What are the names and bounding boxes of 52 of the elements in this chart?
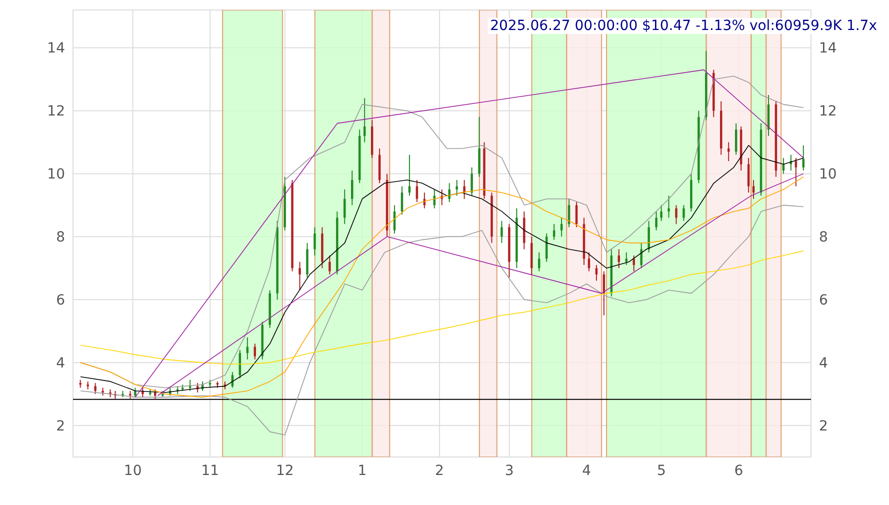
candlestick [298, 261, 301, 291]
candlestick [794, 157, 798, 187]
text: 2025.06.27 00:00:00 $10.47 -1.13% vol:60959.9K 1.7x [488, 18, 879, 34]
candlestick [470, 166, 473, 196]
x-tick-label: 1 [358, 462, 367, 479]
candlestick [463, 179, 466, 200]
candlestick [560, 217, 563, 238]
x-tick-label: 10 [124, 462, 142, 479]
y2-tick-label: 14 [819, 40, 837, 57]
x-tick-label: 11 [201, 462, 220, 479]
y-tick-label: 2 [56, 418, 65, 434]
y2-tick-label: 2 [819, 418, 828, 434]
x-tick-label: 2 [435, 462, 444, 479]
candlestick [595, 264, 598, 282]
y-tick-label: 10 [47, 166, 65, 183]
candlestick [456, 179, 458, 196]
candlestick [660, 204, 662, 222]
candlestick [448, 182, 450, 203]
y-tick-label: 6 [56, 292, 66, 309]
candlestick [618, 248, 620, 269]
candlestick [640, 242, 642, 269]
x-tick-label: 3 [504, 462, 514, 479]
candlestick [328, 255, 331, 275]
y2-tick-label: 12 [819, 104, 837, 120]
y2-tick-label: 10 [819, 166, 837, 183]
candlestick [134, 387, 136, 398]
y-tick-label: 12 [47, 104, 65, 120]
candlestick [94, 382, 96, 395]
x-tick-label: 12 [276, 462, 294, 479]
x-tick-label: 6 [734, 462, 744, 479]
candlestick [655, 210, 658, 231]
line-series [80, 204, 804, 436]
candlestick [154, 388, 156, 400]
candlestick [648, 220, 650, 253]
x-tick-label: 5 [656, 462, 666, 479]
candlestick [632, 255, 635, 272]
candlestick [344, 188, 346, 225]
candlestick [682, 204, 685, 222]
x-tick-label: 4 [582, 462, 592, 479]
y2-tick-label: 6 [819, 292, 828, 309]
candlestick [625, 252, 628, 266]
candlestick [500, 220, 503, 244]
y2-tick-label: 8 [819, 230, 828, 246]
candlestick [314, 226, 316, 256]
candlestick [747, 157, 750, 194]
candlestick [668, 195, 670, 218]
y2-tick-label: 4 [819, 356, 828, 372]
candlestick [675, 204, 678, 225]
y-tick-label: 4 [56, 356, 66, 372]
y-tick-label: 14 [47, 40, 66, 57]
y-tick-label: 8 [56, 230, 65, 246]
line-series [80, 250, 804, 365]
